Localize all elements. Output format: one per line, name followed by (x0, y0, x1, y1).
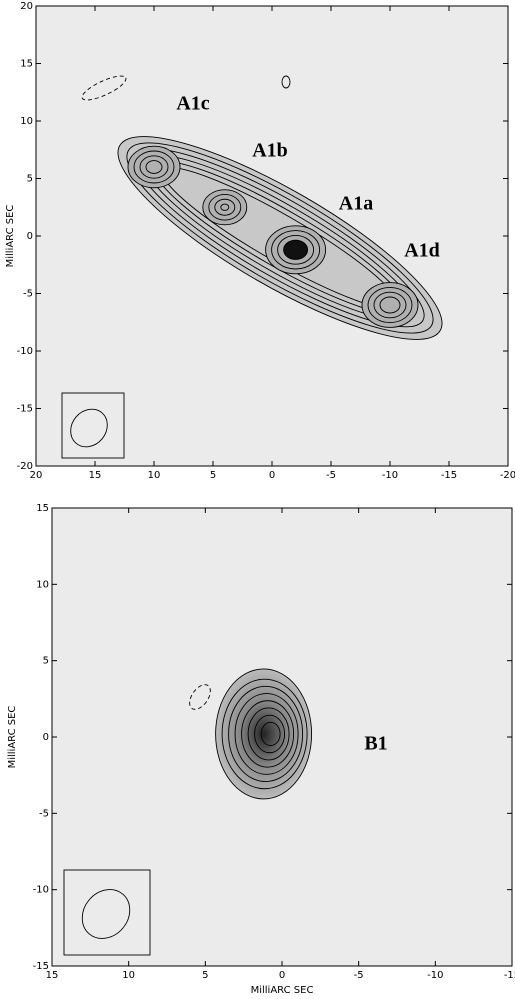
x-tick-label: 5 (202, 970, 208, 981)
y-tick-label: -10 (17, 346, 33, 357)
contour (145, 160, 163, 174)
y-tick-label: -5 (39, 808, 49, 819)
x-tick-label: -10 (427, 970, 443, 981)
y-tick-label: 5 (43, 656, 49, 667)
x-tick-label: -15 (441, 470, 457, 481)
y-tick-label: 15 (36, 503, 49, 514)
x-tick-label: -15 (504, 970, 515, 981)
contour (241, 700, 295, 768)
x-axis-label: MilliARC SEC (251, 985, 314, 996)
x-tick-label: 5 (210, 470, 216, 481)
beam-box (63, 869, 151, 956)
y-tick-label: 5 (27, 174, 33, 185)
y-tick-label: 0 (43, 732, 49, 743)
contour (254, 714, 286, 754)
contour (283, 239, 309, 260)
y-axis-label: MilliARC SEC (7, 706, 18, 769)
annotation: A1a (339, 193, 373, 215)
y-tick-label: 10 (36, 579, 49, 590)
y-tick-label: -20 (17, 461, 33, 472)
y-tick-label: 0 (27, 231, 33, 242)
contour (220, 203, 230, 211)
y-tick-label: -15 (33, 961, 49, 972)
contour (221, 678, 308, 790)
y-tick-label: 15 (20, 59, 33, 70)
contour (247, 707, 290, 761)
contour (126, 142, 434, 334)
beam-box (61, 392, 125, 459)
x-tick-label: 10 (122, 970, 135, 981)
contour (379, 296, 401, 314)
x-tick-label: 15 (89, 470, 102, 481)
y-axis-label: MilliARC SEC (5, 205, 16, 268)
annotation: B1 (364, 733, 387, 755)
x-tick-label: 15 (46, 970, 59, 981)
contour (189, 684, 211, 710)
beam (70, 408, 108, 448)
contour (260, 721, 281, 746)
contour (281, 75, 291, 89)
x-tick-label: 0 (279, 970, 285, 981)
x-tick-label: 10 (148, 470, 161, 481)
contour (215, 668, 313, 800)
contour (228, 685, 304, 782)
contours (63, 668, 313, 956)
x-tick-label: 0 (269, 470, 275, 481)
y-tick-label: -5 (23, 289, 33, 300)
y-tick-label: 10 (20, 116, 33, 127)
annotation: A1d (404, 240, 440, 262)
y-tick-label: 20 (20, 1, 33, 12)
annotation: A1b (252, 140, 288, 162)
y-tick-label: -10 (33, 885, 49, 896)
y-tick-label: -15 (17, 404, 33, 415)
contour (81, 75, 127, 101)
x-tick-label: -5 (326, 470, 336, 481)
x-tick-label: -5 (354, 970, 364, 981)
beam (81, 889, 131, 939)
contours (61, 75, 443, 459)
contour (234, 693, 299, 775)
x-tick-label: -10 (382, 470, 398, 481)
x-tick-label: -20 (500, 470, 515, 481)
x-tick-label: 20 (30, 470, 43, 481)
annotation: A1c (176, 93, 209, 115)
